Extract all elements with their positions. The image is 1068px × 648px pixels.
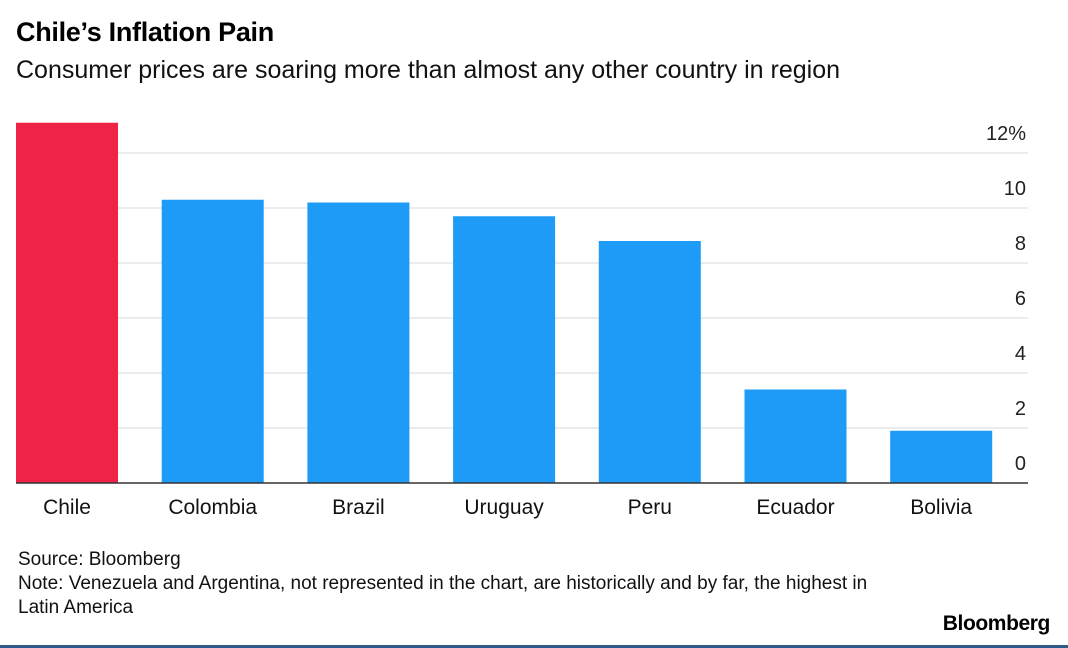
x-tick-label: Colombia xyxy=(168,496,257,519)
bloomberg-logo: Bloomberg xyxy=(942,612,1051,635)
bar xyxy=(16,122,118,483)
y-tick-label: 4 xyxy=(1015,343,1026,365)
chart-subtitle: Consumer prices are soaring more than al… xyxy=(16,56,841,84)
y-tick-label: 6 xyxy=(1015,288,1026,310)
footnote: Note: Venezuela and Argentina, not repre… xyxy=(18,573,868,618)
x-tick-label: Brazil xyxy=(332,496,385,519)
bar xyxy=(161,199,264,483)
x-tick-label: Bolivia xyxy=(910,496,972,519)
bottom-divider xyxy=(0,645,1068,648)
y-tick-label: 0 xyxy=(1015,453,1026,475)
x-tick-label: Chile xyxy=(43,496,91,519)
y-tick-label: 8 xyxy=(1015,233,1026,255)
y-tick-label: 2 xyxy=(1015,398,1026,420)
bar xyxy=(598,241,701,483)
bar-chart: 0 2 4 6 8 10 12% Chile Colombia Brazil Uruguay Peru… xyxy=(16,122,1028,519)
bar xyxy=(744,389,847,483)
bar xyxy=(890,430,993,483)
y-tick-label: 12% xyxy=(986,123,1026,145)
chart-footer: Source: Bloomberg Note: Venezuela and Ar… xyxy=(18,548,878,620)
x-tick-label: Peru xyxy=(628,496,672,519)
source-note: Source: Bloomberg xyxy=(18,549,181,570)
chart-title: Chile’s Inflation Pain xyxy=(16,17,274,47)
y-tick-label: 10 xyxy=(1004,178,1026,200)
x-tick-label: Ecuador xyxy=(756,496,834,519)
bar xyxy=(307,202,410,483)
x-tick-label: Uruguay xyxy=(464,496,544,519)
bar xyxy=(453,216,556,483)
